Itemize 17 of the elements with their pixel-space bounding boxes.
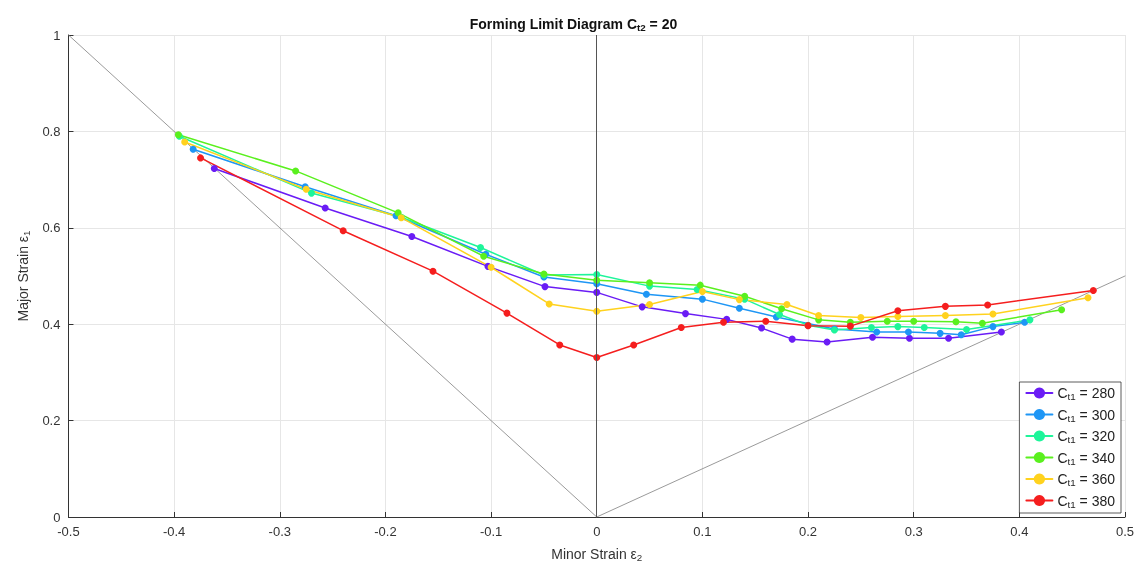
x-tick-label: 0.3 — [904, 524, 923, 539]
x-tick-label: -0.3 — [268, 524, 291, 539]
x-tick-label: -0.5 — [57, 524, 80, 539]
x-tick-label: 0.5 — [1115, 524, 1135, 539]
y-tick-label: 1 — [53, 27, 61, 43]
y-tick-label: 0.8 — [42, 123, 61, 139]
x-tick-label: -0.2 — [374, 524, 397, 539]
x-tick-label: 0.1 — [693, 524, 712, 539]
x-tick-label: 0.4 — [1010, 524, 1029, 539]
x-tick-label: 0.2 — [799, 524, 818, 539]
y-tick-label: 0.2 — [42, 413, 61, 429]
y-tick-label: 0.6 — [42, 220, 61, 236]
x-tick-label: -0.4 — [162, 524, 186, 539]
y-tick-label: 0 — [53, 509, 61, 525]
x-tick-label: 0 — [593, 524, 601, 539]
x-tick-label: -0.1 — [479, 524, 503, 539]
y-tick-label: 0.4 — [42, 316, 61, 332]
